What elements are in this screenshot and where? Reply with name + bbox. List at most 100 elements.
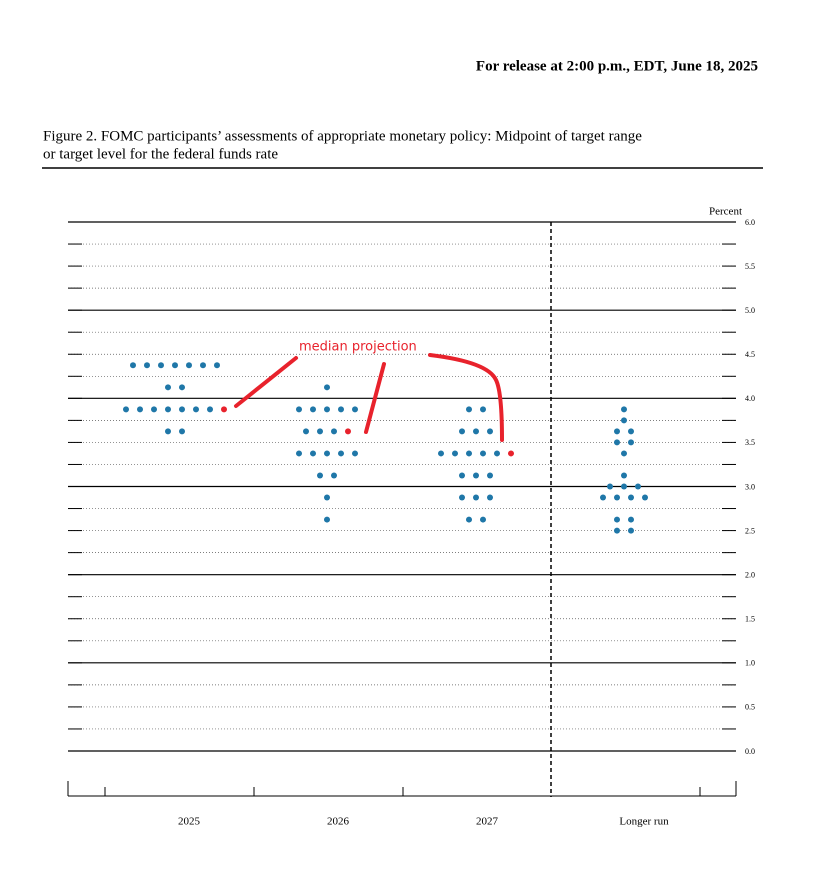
dot: [614, 439, 620, 446]
dot: [628, 494, 634, 501]
dots: [123, 362, 648, 534]
arrow: [234, 356, 298, 408]
dot: [130, 362, 136, 369]
dot: [628, 428, 634, 435]
dot: [303, 428, 309, 435]
dot: [487, 494, 493, 501]
dot: [324, 494, 330, 501]
x-tick-label: 2026: [327, 816, 350, 828]
dot: [317, 428, 323, 435]
dot: [338, 450, 344, 457]
dot: [642, 494, 648, 501]
dot: [207, 406, 213, 413]
dot: [494, 450, 500, 457]
dot: [614, 516, 620, 523]
annotation-arrows: [234, 353, 504, 442]
dot: [296, 406, 302, 413]
dot: [179, 428, 185, 435]
dot: [480, 406, 486, 413]
y-axis-label: Percent: [709, 206, 742, 218]
y-tick-label: 4.0: [745, 394, 755, 403]
dot: [621, 472, 627, 479]
dot: [459, 428, 465, 435]
figure-title: or target level for the federal funds ra…: [43, 146, 278, 162]
dot: [331, 428, 337, 435]
dot: [296, 450, 302, 457]
dot: [165, 384, 171, 391]
dot: [473, 494, 479, 501]
release-header: For release at 2:00 p.m., EDT, June 18, …: [476, 58, 758, 74]
dot: [621, 406, 627, 413]
dot: [179, 384, 185, 391]
figure-title: Figure 2. FOMC participants’ assessments…: [43, 128, 642, 144]
dot: [193, 406, 199, 413]
y-tick-label: 0.5: [745, 703, 755, 712]
dot: [137, 406, 143, 413]
dot: [487, 472, 493, 479]
median-dot: [508, 450, 514, 457]
dot: [473, 472, 479, 479]
dot: [487, 428, 493, 435]
dot: [144, 362, 150, 369]
y-tick-label: 3.5: [745, 438, 755, 447]
dot: [466, 406, 472, 413]
dot: [621, 483, 627, 490]
dot: [179, 406, 185, 413]
dot: [324, 450, 330, 457]
dot: [600, 494, 606, 501]
x-tick-label: 2025: [178, 816, 201, 828]
dot: [214, 362, 220, 369]
dot: [635, 483, 641, 490]
dot: [123, 406, 129, 413]
dot: [310, 450, 316, 457]
dot: [324, 516, 330, 523]
dot: [452, 450, 458, 457]
x-tick-label: Longer run: [619, 816, 669, 828]
arrow: [428, 353, 504, 442]
dot: [607, 483, 613, 490]
y-tick-label: 6.0: [745, 218, 755, 227]
dot: [310, 406, 316, 413]
dot: [158, 362, 164, 369]
arrow: [364, 362, 386, 434]
annotation: median projection: [299, 340, 417, 355]
y-tick-label: 0.0: [745, 747, 755, 756]
dot: [338, 406, 344, 413]
dot: [473, 428, 479, 435]
dot: [459, 494, 465, 501]
dot: [480, 450, 486, 457]
dot: [459, 472, 465, 479]
dot: [352, 406, 358, 413]
y-tick-label: 5.0: [745, 306, 755, 315]
y-tick-label: 1.5: [745, 615, 755, 624]
dot: [621, 450, 627, 457]
dot: [614, 527, 620, 534]
dot: [466, 516, 472, 523]
dot: [186, 362, 192, 369]
y-tick-label: 1.0: [745, 659, 755, 668]
grid: [68, 221, 736, 752]
y-tick-label: 2.5: [745, 526, 755, 535]
y-tick-label: 2.0: [745, 570, 755, 579]
y-tick-label: 5.5: [745, 262, 755, 271]
x-tick-label: 2027: [476, 816, 499, 828]
y-tick-label: 3.0: [745, 482, 755, 491]
dot: [324, 384, 330, 391]
dot: [200, 362, 206, 369]
dot: [466, 450, 472, 457]
dot: [331, 472, 337, 479]
dot: [165, 406, 171, 413]
dot: [614, 428, 620, 435]
median-dot: [221, 406, 227, 413]
dot: [165, 428, 171, 435]
dot: [628, 439, 634, 446]
dot: [621, 417, 627, 424]
dot: [614, 494, 620, 501]
dot: [438, 450, 444, 457]
median-dot: [345, 428, 351, 435]
dot: [480, 516, 486, 523]
dot: [151, 406, 157, 413]
dot: [317, 472, 323, 479]
